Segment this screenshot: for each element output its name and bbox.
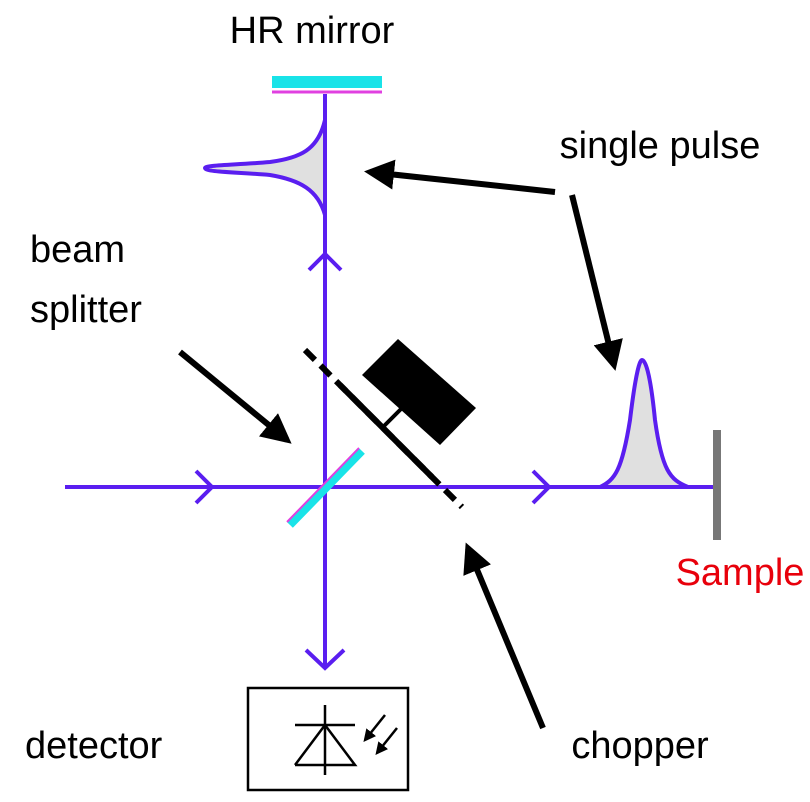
beam-splitter-coating [286,447,360,523]
label-beam-splitter: beam [30,229,125,271]
label-chopper: chopper [571,725,709,767]
beam-splitter [287,448,365,528]
label-single-pulse: single pulse [560,125,761,167]
chopper-blade-solid [337,382,435,480]
hr-mirror [272,76,382,88]
pulse-right [599,357,689,489]
pointer-arrows [178,159,623,730]
diode-symbol [294,705,398,775]
sample [713,430,721,540]
chopper-motor [362,339,476,445]
label-hr-mirror: HR mirror [230,10,395,52]
label-beam-splitter: splitter [30,289,142,331]
detector-box [246,686,410,792]
label-sample: Sample [676,552,805,594]
label-detector: detector [25,725,163,767]
pulse-top [202,119,327,216]
chopper-shaft [381,405,405,429]
